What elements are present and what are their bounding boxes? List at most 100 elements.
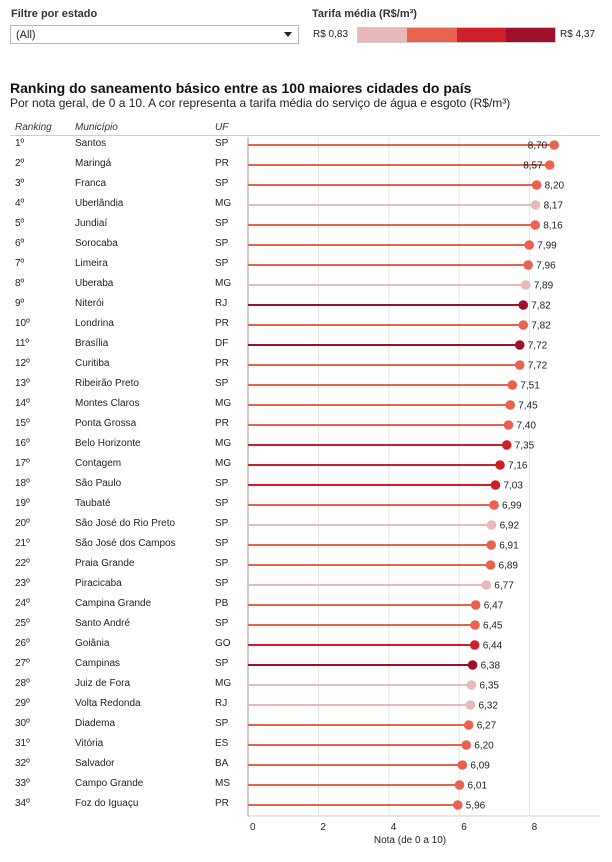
- rank-cell: 31º: [15, 738, 30, 749]
- uf-cell: SP: [215, 258, 229, 269]
- lollipop-dot: [469, 640, 480, 650]
- x-axis-label: Nota (de 0 a 10): [373, 835, 447, 846]
- city-cell: Jundiaí: [75, 218, 108, 229]
- uf-cell: SP: [215, 658, 229, 669]
- uf-cell: PR: [215, 418, 229, 429]
- tariff-legend-color-bar: [357, 27, 556, 43]
- uf-cell: PB: [215, 598, 229, 609]
- lollipop-dot: [463, 720, 474, 730]
- city-cell: Ribeirão Preto: [75, 378, 139, 389]
- rank-cell: 28º: [15, 678, 30, 689]
- rank-cell: 14º: [15, 398, 30, 409]
- state-filter-value: (All): [16, 29, 36, 41]
- x-tick-label: 6: [461, 822, 467, 833]
- lollipop-dot: [486, 540, 497, 550]
- tariff-legend-label: Tarifa média (R$/m³): [312, 8, 417, 20]
- city-cell: Limeira: [75, 258, 108, 269]
- rank-cell: 1º: [15, 138, 25, 149]
- city-cell: Niterói: [75, 298, 104, 309]
- value-label: 7,45: [518, 401, 538, 412]
- lollipop-dot: [520, 280, 531, 290]
- chevron-down-icon: [284, 32, 292, 37]
- uf-cell: PR: [215, 798, 229, 809]
- value-label: 7,89: [534, 281, 554, 292]
- rank-cell: 10º: [15, 318, 30, 329]
- city-cell: Campina Grande: [75, 598, 152, 609]
- value-label: 7,82: [531, 301, 551, 312]
- rank-cell: 33º: [15, 778, 30, 789]
- uf-cell: SP: [215, 578, 229, 589]
- uf-cell: SP: [215, 178, 229, 189]
- rank-cell: 8º: [15, 278, 25, 289]
- rank-cell: 7º: [15, 258, 25, 269]
- city-cell: São Paulo: [75, 478, 122, 489]
- lollipop-dot: [470, 620, 480, 630]
- value-label: 6,47: [484, 601, 504, 612]
- uf-cell: SP: [215, 478, 229, 489]
- value-label: 6,09: [470, 761, 490, 772]
- column-header-ranking: Ranking: [15, 122, 52, 133]
- uf-cell: MG: [215, 438, 232, 449]
- value-label: 6,35: [480, 681, 500, 692]
- lollipop-dot: [505, 400, 516, 410]
- lollipop-dot: [481, 580, 492, 590]
- city-cell: Curitiba: [75, 358, 110, 369]
- value-label: 8,57: [523, 161, 543, 172]
- uf-cell: RJ: [215, 298, 228, 309]
- rank-cell: 22º: [15, 558, 30, 569]
- value-label: 6,77: [494, 581, 514, 592]
- rank-cell: 30º: [15, 718, 30, 729]
- rank-cell: 34º: [15, 798, 30, 809]
- rank-cell: 5º: [15, 218, 25, 229]
- rank-cell: 26º: [15, 638, 30, 649]
- uf-cell: GO: [215, 638, 231, 649]
- rank-cell: 20º: [15, 518, 30, 529]
- city-cell: Brasília: [75, 338, 109, 349]
- uf-cell: SP: [215, 618, 229, 629]
- value-label: 6,20: [474, 741, 494, 752]
- lollipop-dot: [485, 560, 496, 570]
- column-header-uf: UF: [215, 122, 229, 133]
- lollipop-dot: [454, 780, 465, 790]
- lollipop-dot: [490, 480, 501, 490]
- lollipop-dot: [503, 420, 514, 430]
- rank-cell: 11º: [15, 338, 30, 349]
- rank-cell: 29º: [15, 698, 30, 709]
- rank-cell: 3º: [15, 178, 25, 189]
- city-cell: São José dos Campos: [75, 538, 176, 549]
- uf-cell: BA: [215, 758, 229, 769]
- rank-cell: 32º: [15, 758, 30, 769]
- legend-swatch: [505, 28, 555, 42]
- city-cell: Ponta Grossa: [75, 418, 137, 429]
- lollipop-dot: [514, 340, 525, 350]
- city-cell: Santos: [75, 138, 107, 149]
- value-label: 8,17: [544, 201, 564, 212]
- uf-cell: DF: [215, 338, 229, 349]
- uf-cell: MG: [215, 458, 232, 469]
- lollipop-dot: [518, 300, 529, 310]
- lollipop-dot: [467, 660, 478, 670]
- city-cell: Campo Grande: [75, 778, 144, 789]
- value-label: 7,03: [503, 481, 523, 492]
- city-cell: Montes Claros: [75, 398, 140, 409]
- city-cell: Goiânia: [75, 638, 110, 649]
- chart-subtitle: Por nota geral, de 0 a 10. A cor represe…: [10, 96, 511, 110]
- city-cell: São José do Rio Preto: [75, 518, 176, 529]
- lollipop-dot: [518, 320, 529, 330]
- rank-cell: 12º: [15, 358, 30, 369]
- city-cell: Foz do Iguaçu: [75, 798, 139, 809]
- city-cell: Contagem: [75, 458, 122, 469]
- uf-cell: MG: [215, 198, 232, 209]
- header-divider: [10, 135, 600, 136]
- x-tick-label: 2: [320, 822, 326, 833]
- state-filter-dropdown[interactable]: (All): [10, 25, 299, 44]
- city-cell: Londrina: [75, 318, 114, 329]
- uf-cell: SP: [215, 378, 229, 389]
- lollipop-dot: [530, 220, 541, 230]
- city-cell: Franca: [75, 178, 107, 189]
- rank-cell: 9º: [15, 298, 25, 309]
- value-label: 7,35: [515, 441, 535, 452]
- legend-swatch: [407, 28, 457, 42]
- uf-cell: SP: [215, 518, 229, 529]
- uf-cell: SP: [215, 138, 229, 149]
